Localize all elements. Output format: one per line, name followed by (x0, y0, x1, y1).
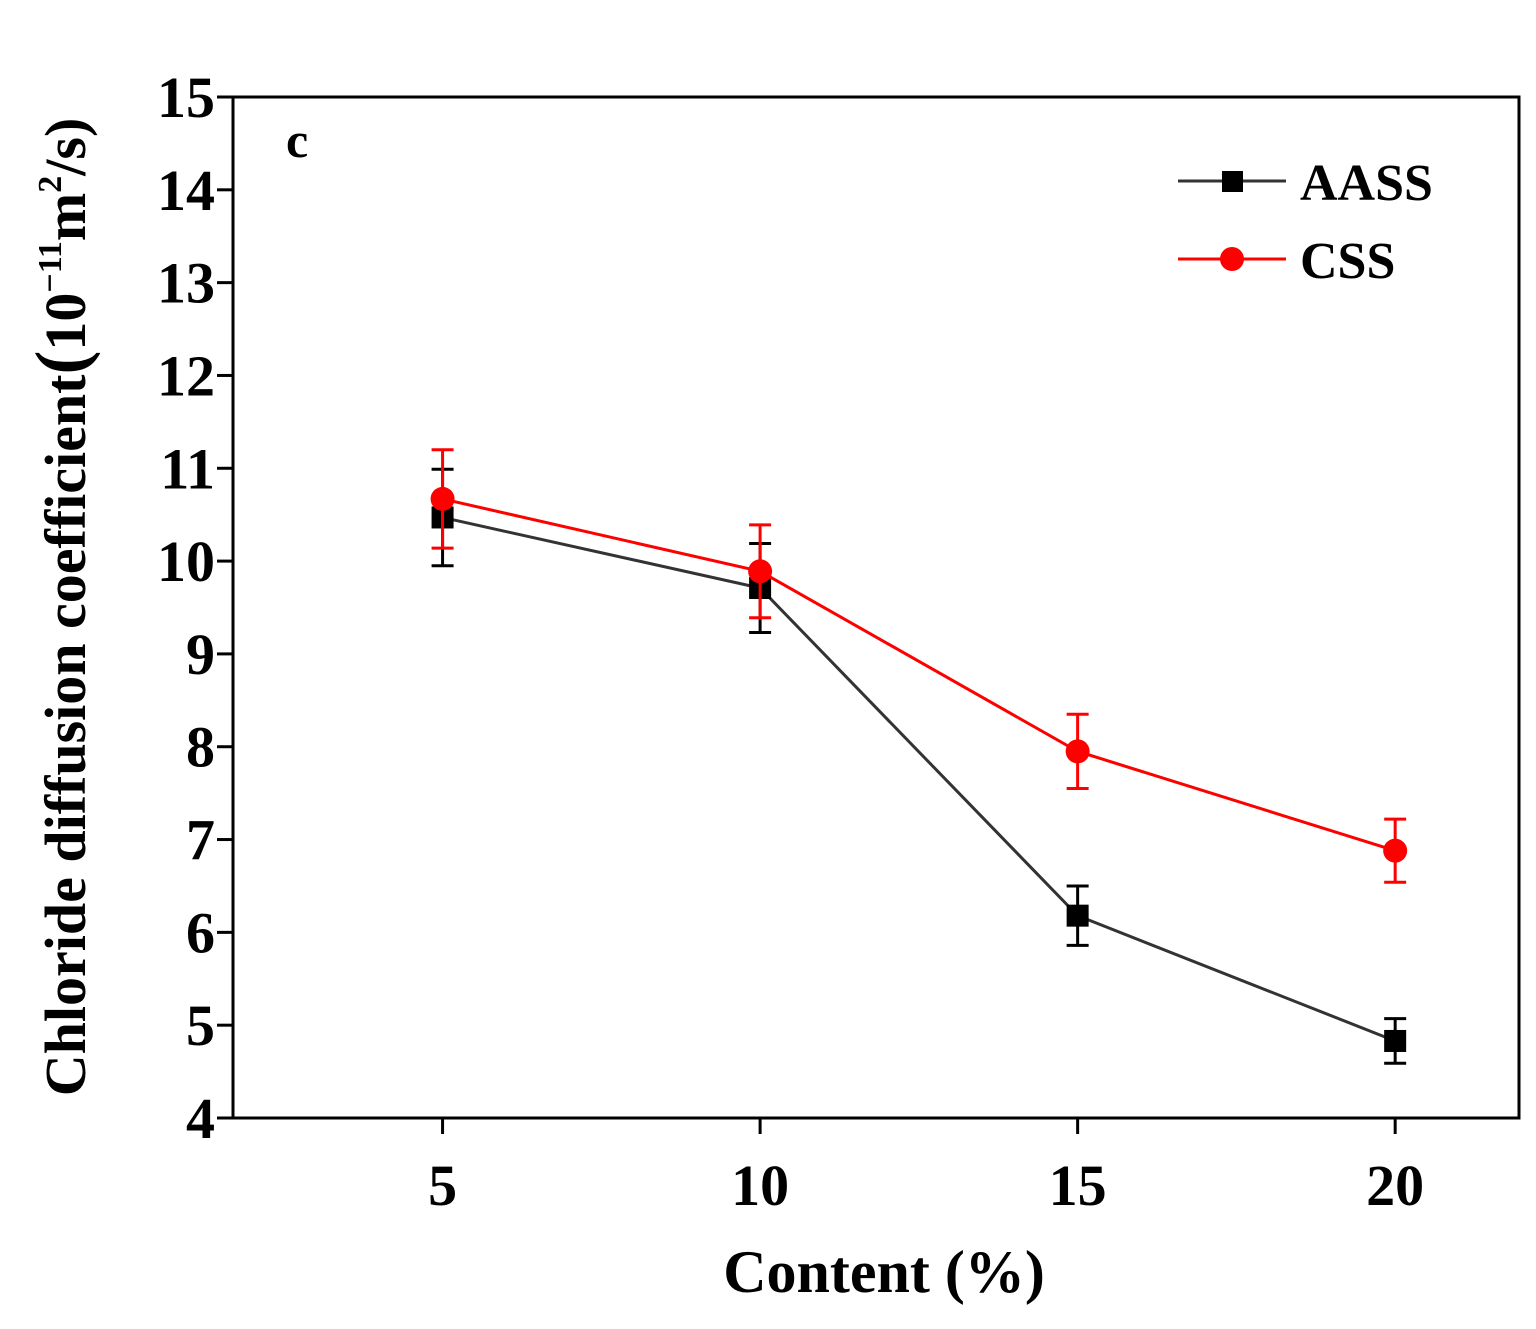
plot-frame (231, 95, 1521, 1120)
y-axis-label-main: Chloride diffusion coefficient (33, 374, 98, 1096)
data-point-aass-15 (1066, 904, 1089, 927)
series-group (430, 448, 1408, 1065)
x-axis-label: Content (%) (723, 1239, 1045, 1305)
y-axis-label-unit-m: m (33, 193, 98, 241)
y-axis-label-unit-base: 10 (33, 293, 98, 351)
data-point-css-5 (430, 486, 455, 511)
x-tick-label-20: 20 (1366, 1153, 1424, 1218)
y-tick-label-6: 6 (186, 900, 215, 965)
y-tick-label-7: 7 (186, 808, 215, 873)
data-point-css-15 (1065, 739, 1090, 764)
y-tick-label-5: 5 (186, 993, 215, 1058)
y-axis-label: Chloride diffusion coefficient(10−11m2/s… (21, 118, 101, 1097)
y-tick-label-11: 11 (160, 436, 215, 501)
data-point-aass-20 (1384, 1029, 1407, 1052)
legend-marker-aass (1222, 171, 1243, 192)
y-tick-label-13: 13 (157, 251, 215, 316)
data-point-css-10 (748, 559, 773, 584)
y-tick-label-15: 15 (157, 65, 215, 130)
legend: AASS CSS (1178, 155, 1433, 290)
x-axis: 5 10 15 20 (428, 1118, 1424, 1218)
legend-label-css: CSS (1300, 233, 1395, 290)
y-axis-label-unit-rest: /s) (33, 118, 98, 177)
y-tick-label-12: 12 (157, 343, 215, 408)
y-tick-label-10: 10 (157, 529, 215, 594)
panel-label: c (286, 112, 308, 168)
y-axis: 4 5 6 7 8 9 10 11 12 13 14 15 (157, 65, 233, 1151)
y-tick-label-14: 14 (157, 158, 215, 223)
x-tick-label-10: 10 (731, 1153, 789, 1218)
y-tick-label-4: 4 (186, 1086, 215, 1151)
legend-marker-css (1220, 247, 1244, 271)
x-tick-label-15: 15 (1049, 1153, 1107, 1218)
y-axis-label-unit-exp: −11 (32, 241, 69, 293)
legend-label-aass: AASS (1300, 155, 1433, 212)
x-tick-label-5: 5 (428, 1153, 457, 1218)
y-tick-label-9: 9 (186, 622, 215, 687)
data-point-css-20 (1383, 838, 1408, 863)
y-axis-label-unit-m-exp: 2 (32, 176, 69, 193)
y-tick-label-8: 8 (186, 715, 215, 780)
y-axis-label-open-paren: ( (21, 351, 101, 375)
series-line-css (442, 497, 1396, 853)
series-line-aass (442, 516, 1396, 1043)
